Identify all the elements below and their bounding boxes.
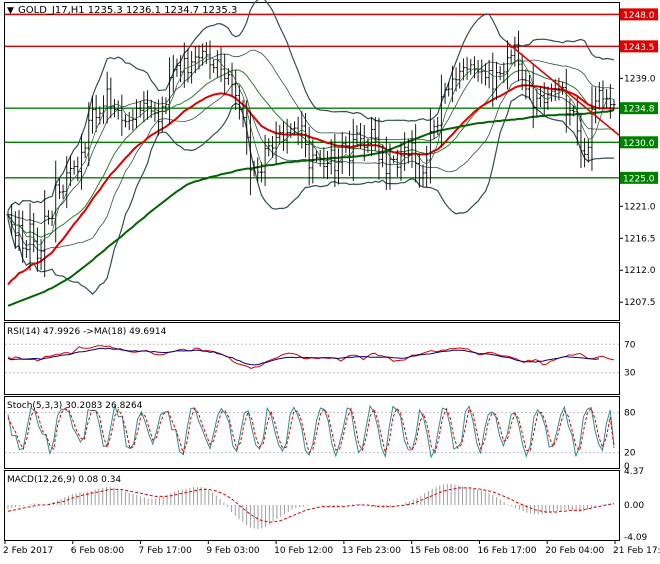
ma-red-line: [7, 84, 614, 286]
time-tick-label: 16 Feb 17:00: [477, 546, 536, 556]
macd-pane-frame: [4, 470, 620, 541]
rsi-tick-label: 70: [624, 340, 636, 350]
stoch-main-line: [7, 404, 615, 459]
symbol-ohlc-label: GOLD_J17,H1 1235.3 1236.1 1234.7 1235.3: [18, 5, 237, 16]
stoch-label: Stoch(5,3,3) 30.2083 26.8264: [7, 401, 143, 411]
level-price-label: 1225.0: [623, 174, 655, 184]
rsi-tick-label: 30: [624, 369, 636, 379]
time-tick-label: 2 Feb 2017: [3, 546, 53, 556]
time-tick-label: 9 Feb 03:00: [206, 546, 260, 556]
macd-signal-line: [7, 487, 615, 523]
level-price-tag: [620, 136, 658, 149]
stoch-tick-label: 20: [624, 449, 636, 459]
stoch-pane-frame: [4, 396, 620, 469]
bollinger-upper: [7, 0, 615, 211]
stoch-pane: 80 20 0: [5, 404, 636, 472]
price-pane: 1248.0 1243.5 1239.0 1234.8 1230.0 1225.0 1221…: [5, 0, 658, 308]
price-tick-label: 1216.5: [624, 234, 656, 244]
macd-label: MACD(12,26,9) 0.08 0.34: [7, 475, 121, 485]
time-tick-label: 13 Feb 23:00: [342, 546, 401, 556]
ma-green-line: [7, 109, 615, 307]
ma-mid-line: [7, 69, 615, 238]
rsi-pane: 70 30: [5, 340, 636, 379]
price-tick-label: 1221.0: [624, 202, 656, 212]
stoch-signal-line: [7, 406, 615, 455]
stoch-tick-label: 80: [624, 408, 636, 418]
time-tick-label: 21 Feb 17:00: [613, 546, 660, 556]
time-tick-label: 6 Feb 08:00: [71, 546, 125, 556]
time-tick-label: 15 Feb 08:00: [410, 546, 469, 556]
level-price-tag: [620, 102, 658, 115]
macd-tick-label: -4.09: [624, 533, 648, 543]
ma-fast-line: [7, 56, 615, 246]
bollinger-inner-upper: [8, 49, 615, 224]
price-tick-label: 1212.0: [624, 266, 656, 276]
time-tick-label: 20 Feb 04:00: [545, 546, 604, 556]
price-tick-label: 1207.5: [624, 298, 656, 308]
trendline: [506, 42, 620, 136]
time-axis: 2 Feb 2017 6 Feb 08:00 7 Feb 17:00 9 Feb 03…: [3, 540, 660, 556]
price-tick-label: 1239.0: [624, 74, 656, 84]
level-price-tag: [620, 8, 658, 21]
level-price-label: 1248.0: [623, 11, 655, 21]
level-price-label: 1230.0: [623, 139, 655, 149]
bollinger-lower: [7, 93, 614, 295]
bollinger-inner-lower: [7, 78, 615, 252]
rsi-ma-line: [7, 347, 600, 366]
level-price-tag: [620, 40, 658, 53]
macd-tick-label: 0.00: [624, 501, 644, 511]
header-arrow-icon[interactable]: ▼: [7, 6, 14, 16]
macd-tick-label: 4.37: [624, 467, 644, 477]
level-price-label: 1234.8: [623, 105, 655, 115]
stoch-tick-label: 0: [624, 462, 630, 472]
level-price-label: 1243.5: [623, 43, 655, 53]
rsi-label: RSI(14) 47.9926 ->MA(18) 49.6914: [7, 327, 167, 337]
time-tick-label: 7 Feb 17:00: [139, 546, 193, 556]
macd-pane: 4.37 0.00 -4.09: [7, 467, 648, 543]
level-price-tag: [620, 171, 658, 184]
time-tick-label: 10 Feb 12:00: [274, 546, 333, 556]
